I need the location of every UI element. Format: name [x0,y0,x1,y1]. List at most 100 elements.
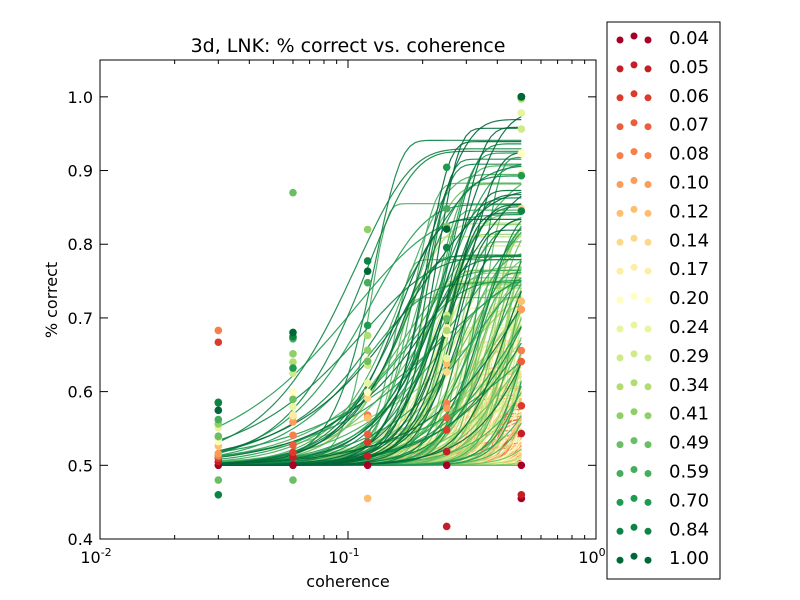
data-point [363,357,372,366]
data-point [289,461,297,470]
legend-marker [616,383,624,391]
legend-item: 0.34 [616,375,709,396]
legend-marker [616,325,624,333]
legend-marker [630,292,638,300]
legend-marker [616,527,624,535]
series-curve [218,183,522,457]
legend-marker [644,267,652,275]
legend-marker [644,238,652,246]
legend-label: 0.59 [669,462,709,483]
data-point [289,476,297,484]
legend-marker [630,494,638,502]
legend-item: 0.07 [616,115,709,136]
legend-marker [644,498,652,506]
legend-marker [630,321,638,329]
legend-label: 0.14 [669,230,709,251]
legend-marker [644,152,652,160]
legend-item: 0.17 [616,259,709,280]
data-point [517,171,526,180]
data-point [517,461,526,470]
data-point [363,394,372,403]
data-point [442,447,451,456]
legend-label: 0.05 [669,57,709,78]
legend-marker [644,36,652,44]
legend-item: 0.20 [616,288,709,309]
legend-label: 0.10 [669,173,709,194]
y-tick-label: 1.0 [68,88,93,107]
legend-item: 1.00 [616,548,709,569]
data-point [517,125,526,133]
data-point [363,257,372,265]
legend-label: 0.24 [669,317,709,338]
legend-marker [630,379,638,387]
legend-marker [644,383,652,391]
series-curve [218,282,522,456]
data-point [214,432,223,441]
data-point [363,494,372,503]
x-tick-label: 10-1 [328,546,359,567]
data-point [363,461,372,470]
data-point [363,225,372,234]
legend-marker [630,177,638,184]
legend-label: 0.04 [669,28,709,49]
legend-marker [630,90,638,98]
data-point [442,204,451,213]
x-axis-label: coherence [306,572,389,591]
legend-marker [644,296,652,304]
data-point [442,354,451,362]
legend-label: 0.84 [669,519,709,540]
legend-label: 0.34 [669,375,709,396]
data-point [214,476,223,484]
data-point [289,364,297,372]
data-point [363,414,372,422]
legend-marker [630,552,638,560]
data-point [442,461,451,470]
legend-marker [630,350,638,358]
y-tick-label: 0.7 [68,309,93,328]
legend-marker [616,267,624,275]
legend-label: 0.29 [669,346,709,367]
legend-marker [644,325,652,333]
data-point [289,328,297,337]
data-point [289,350,297,358]
legend-label: 0.41 [669,404,709,425]
legend-item: 0.59 [616,462,709,483]
data-point [517,357,526,366]
legend-item: 0.41 [616,404,709,425]
legend-item: 0.04 [616,28,709,49]
data-point [517,207,526,215]
data-point [289,358,297,366]
legend-marker [616,498,624,506]
y-tick-label: 0.6 [68,383,93,402]
data-point [214,449,223,458]
data-point [214,406,223,415]
series-curve [218,116,522,465]
legend-marker [616,556,624,564]
legend-item: 0.10 [616,173,709,194]
data-point [289,441,297,449]
legend-label: 0.70 [669,490,709,511]
legend-marker [644,181,652,188]
legend-marker [630,466,638,473]
data-point [289,411,297,420]
data-point [289,402,297,411]
data-point [442,314,451,323]
data-point [517,429,526,438]
legend-marker [644,209,652,217]
chart-title: 3d, LNK: % correct vs. coherence [191,35,506,57]
series-curve [218,204,522,453]
legend-item: 0.70 [616,490,709,511]
data-point [442,243,451,252]
series-curve [218,197,522,466]
data-point [363,331,372,340]
legend-marker [630,61,638,69]
legend-item: 0.06 [616,86,709,107]
data-point [363,452,372,461]
series-curve [218,206,522,466]
legend-marker [630,32,638,40]
legend-label: 0.20 [669,288,709,309]
data-point [363,438,372,447]
data-point [517,93,526,101]
legend-item: 0.49 [616,433,709,454]
data-point [442,326,451,335]
